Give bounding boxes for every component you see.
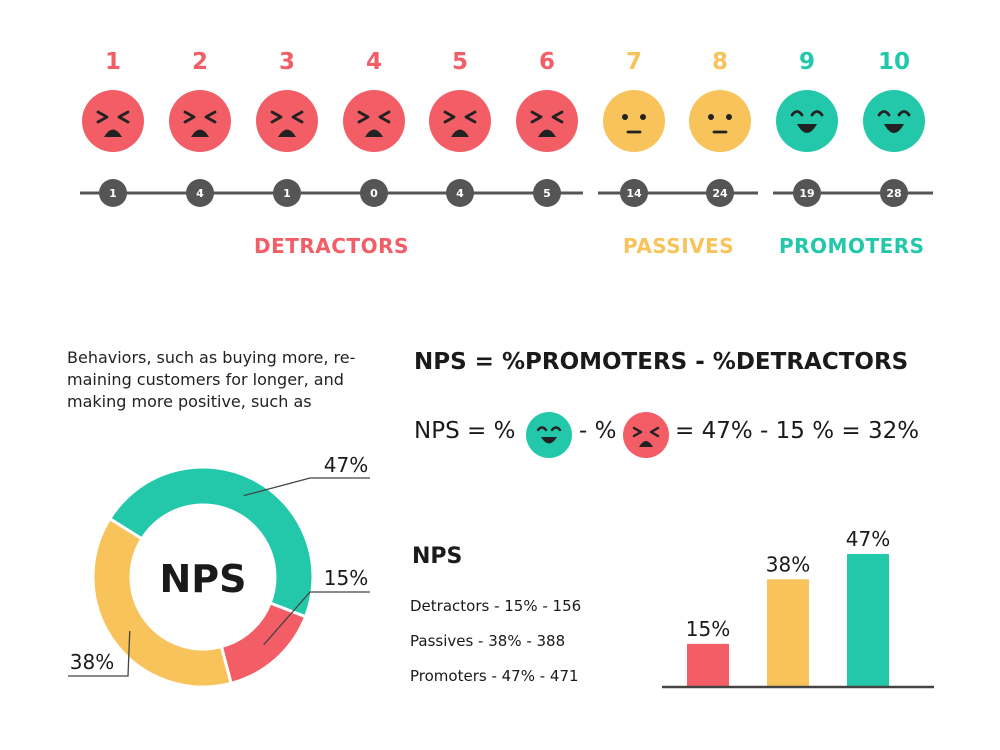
count-badge-10: 28 [880,179,908,207]
donut-center-label: NPS [159,557,246,601]
score-1: 1 [104,49,121,75]
count-badge-7: 14 [620,179,648,207]
formula-part-2: - % [579,418,617,444]
detractors-label: DETRACTORS [254,234,409,258]
description-text: Behaviors, such as buying more, re-maini… [67,348,356,411]
donut-slice-detractors [219,601,308,686]
bar-label-passives: 38% [766,552,810,576]
nps-bar-chart: 15% 38% 47% [662,527,934,689]
count-badge-6: 5 [533,179,561,207]
angry-face-icon [82,90,144,152]
formula-title: NPS = %PROMOTERS - %DETRACTORS [414,349,909,375]
donut-label-promoters: 47% [324,453,368,477]
score-2: 2 [191,49,208,75]
formula-part-3: = 47% - 15 % = 32% [675,418,920,444]
count-badge-9: 19 [793,179,821,207]
count-label-9: 19 [799,187,814,200]
score-6: 6 [538,49,555,75]
donut-leader-detractors [263,591,370,646]
stat-passives: Passives - 38% - 388 [410,632,566,650]
detractor-face-icon [623,412,669,458]
bar-promoters [847,554,889,686]
neutral-face-icon [689,90,751,152]
count-badge-5: 4 [446,179,474,207]
formula-part-1: NPS = % [414,418,516,444]
score-8: 8 [711,49,728,75]
donut-label-detractors: 15% [324,566,368,590]
count-badge-8: 24 [706,179,734,207]
bar-label-detractors: 15% [686,617,730,641]
score-3: 3 [278,49,295,75]
bar-passives [767,579,809,686]
stats-heading: NPS [412,544,463,569]
stat-detractors: Detractors - 15% - 156 [410,597,582,615]
score-4: 4 [365,49,382,75]
stat-promoters: Promoters - 47% - 471 [410,667,579,685]
angry-face-icon [169,90,231,152]
count-badge-1: 1 [99,179,127,207]
happy-face-icon [776,90,838,152]
score-scale-graphic: 1 4 1 0 4 5 14 24 19 28 [80,90,933,207]
promoters-label: PROMOTERS [779,234,925,258]
count-label-5: 4 [456,187,464,200]
happy-face-icon [863,90,925,152]
passives-label: PASSIVES [623,234,735,258]
count-label-2: 4 [196,187,204,200]
bar-detractors [687,643,729,686]
donut-leader-passives [68,630,131,677]
score-5: 5 [451,49,468,75]
promoter-face-icon [526,412,572,458]
donut-slice-passives [91,516,233,689]
count-label-7: 14 [626,187,642,200]
angry-face-icon [343,90,405,152]
count-badge-3: 1 [273,179,301,207]
count-badge-2: 4 [186,179,214,207]
count-label-4: 0 [370,187,378,200]
count-badge-4: 0 [360,179,388,207]
neutral-face-icon [603,90,665,152]
count-label-6: 5 [543,187,551,200]
donut-label-passives: 38% [70,650,114,674]
angry-face-icon [429,90,491,152]
count-label-3: 1 [283,187,291,200]
count-label-10: 28 [886,187,901,200]
score-7: 7 [625,49,642,75]
score-9: 9 [798,49,815,75]
bar-label-promoters: 47% [846,527,890,551]
score-10: 10 [877,49,910,75]
nps-donut-chart: NPS 47% 15% 38% [68,453,370,689]
donut-leader-promoters [243,477,370,497]
donut-slice-promoters [107,465,315,619]
angry-face-icon [256,90,318,152]
count-label-8: 24 [712,187,728,200]
angry-face-icon [516,90,578,152]
count-label-1: 1 [109,187,117,200]
